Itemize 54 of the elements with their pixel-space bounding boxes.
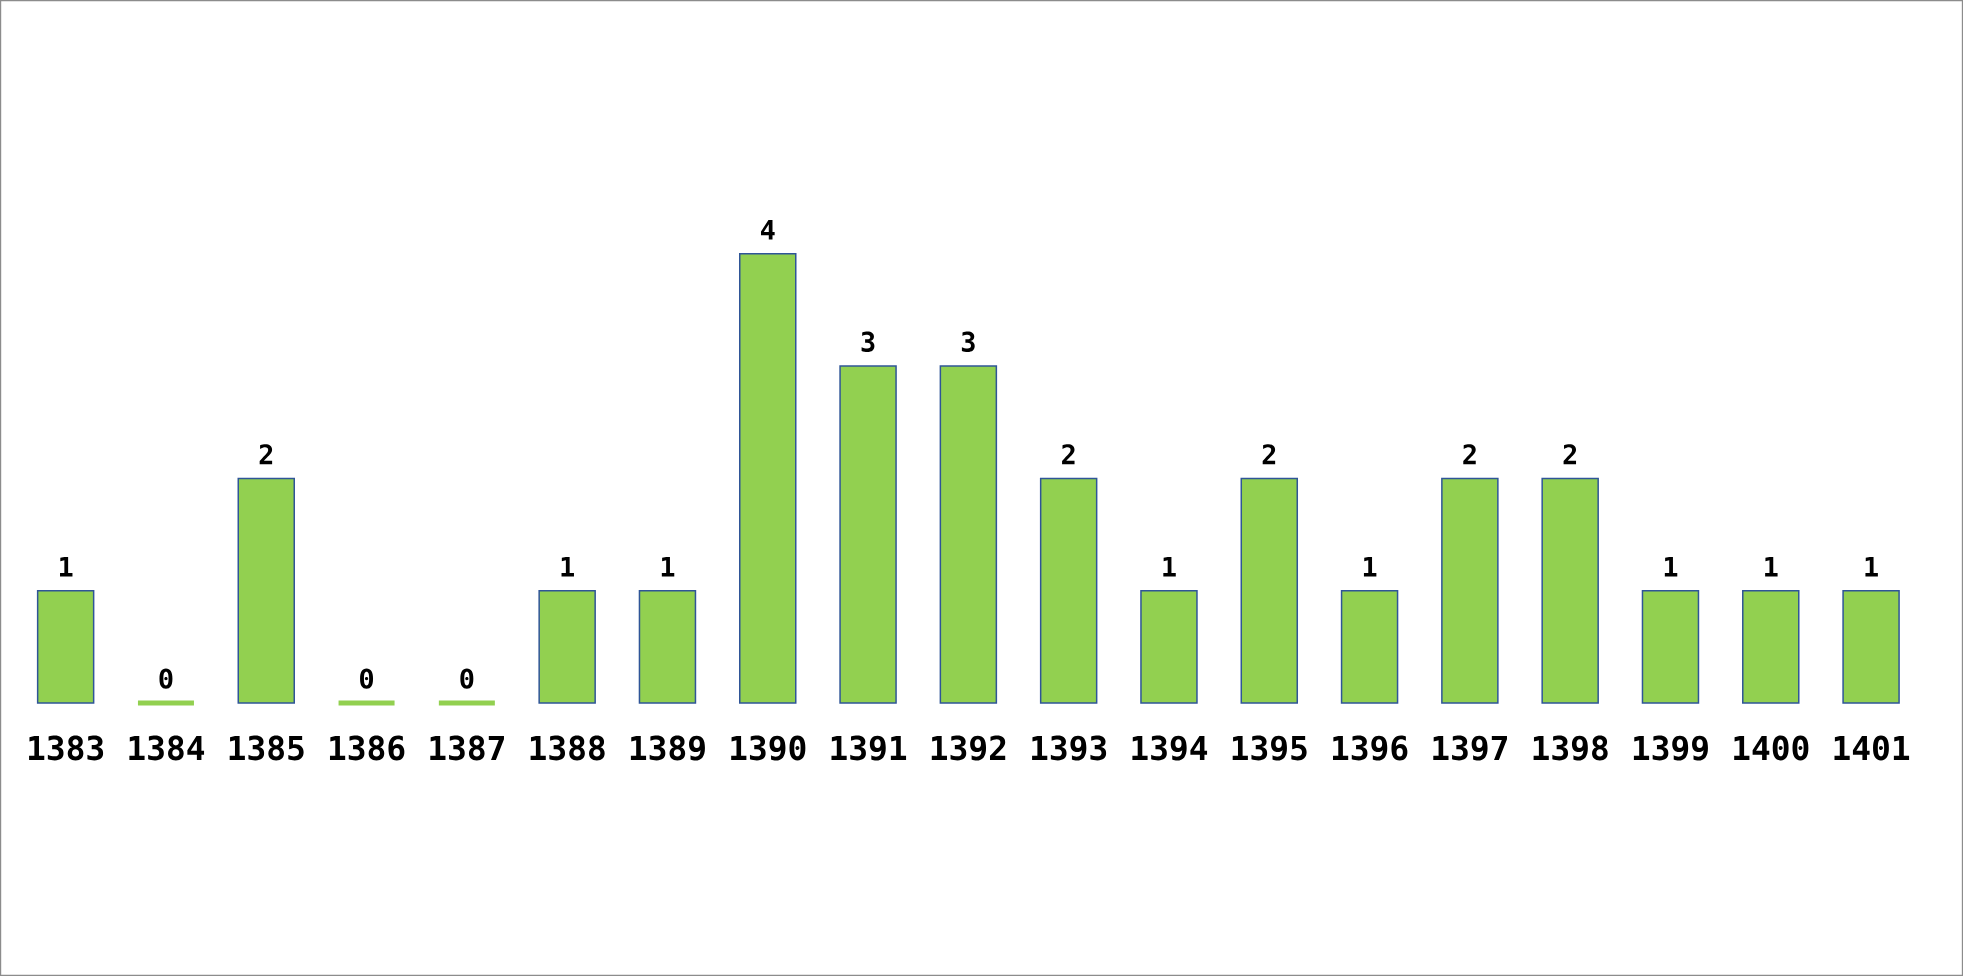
- x-tick-label: 1386: [329, 735, 405, 761]
- x-tick-label: 1397: [1433, 735, 1507, 761]
- data-label: 1: [1363, 556, 1377, 577]
- bar: [638, 589, 697, 704]
- bar: [1240, 477, 1299, 704]
- data-label: 1: [661, 556, 675, 577]
- data-label: 1: [1865, 556, 1878, 577]
- x-tick-label: 1396: [1332, 735, 1408, 761]
- data-label: 4: [761, 219, 775, 240]
- bar: [739, 253, 797, 704]
- data-label: 2: [1463, 444, 1476, 465]
- x-tick-label: 1393: [1032, 735, 1107, 761]
- data-label: 1: [1765, 556, 1778, 577]
- data-label: 3: [961, 331, 975, 352]
- bar: [1842, 589, 1900, 704]
- data-label: 1: [561, 556, 574, 577]
- bar: [839, 365, 897, 704]
- bar: [1340, 589, 1399, 704]
- bar: [1039, 477, 1098, 704]
- x-tick-label: 1388: [530, 735, 605, 761]
- x-tick-label: 1387: [430, 735, 504, 761]
- x-tick-label: 1401: [1834, 735, 1910, 761]
- data-label: 2: [1062, 444, 1075, 465]
- bar: [538, 589, 596, 704]
- data-label: 0: [460, 668, 474, 689]
- bar: [1140, 589, 1198, 704]
- data-label: 1: [60, 556, 73, 577]
- data-label: 1: [1664, 556, 1678, 577]
- x-tick-label: 1383: [29, 735, 104, 761]
- x-tick-label: 1400: [1734, 735, 1809, 761]
- x-tick-label: 1399: [1633, 735, 1708, 761]
- data-label: 3: [861, 331, 875, 352]
- x-tick-label: 1391: [831, 735, 907, 761]
- x-tick-label: 1394: [1132, 735, 1208, 761]
- x-tick-label: 1398: [1533, 735, 1608, 761]
- data-label: 2: [1262, 444, 1276, 465]
- bar: [1641, 589, 1700, 704]
- data-label: 1: [1163, 556, 1176, 577]
- bar: [237, 477, 295, 704]
- data-label: 0: [159, 668, 173, 689]
- x-tick-label: 1385: [229, 735, 304, 761]
- bar: [939, 365, 998, 704]
- x-tick-label: 1390: [731, 735, 806, 761]
- bar: [1541, 477, 1599, 704]
- bar: [36, 589, 95, 704]
- x-tick-label: 1389: [630, 735, 705, 761]
- data-label: 2: [259, 444, 273, 465]
- x-tick-label: 1395: [1232, 735, 1307, 761]
- bar: [1441, 477, 1499, 704]
- bar: [1742, 589, 1800, 704]
- data-label: 2: [1563, 444, 1577, 465]
- data-label: 0: [360, 668, 374, 689]
- x-tick-label: 1392: [931, 735, 1006, 761]
- x-tick-label: 1384: [129, 735, 205, 761]
